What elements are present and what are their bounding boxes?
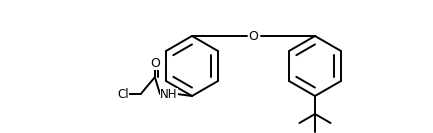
Text: O: O (249, 30, 259, 43)
Text: O: O (150, 57, 160, 70)
Text: NH: NH (160, 88, 178, 101)
Text: Cl: Cl (117, 88, 129, 101)
